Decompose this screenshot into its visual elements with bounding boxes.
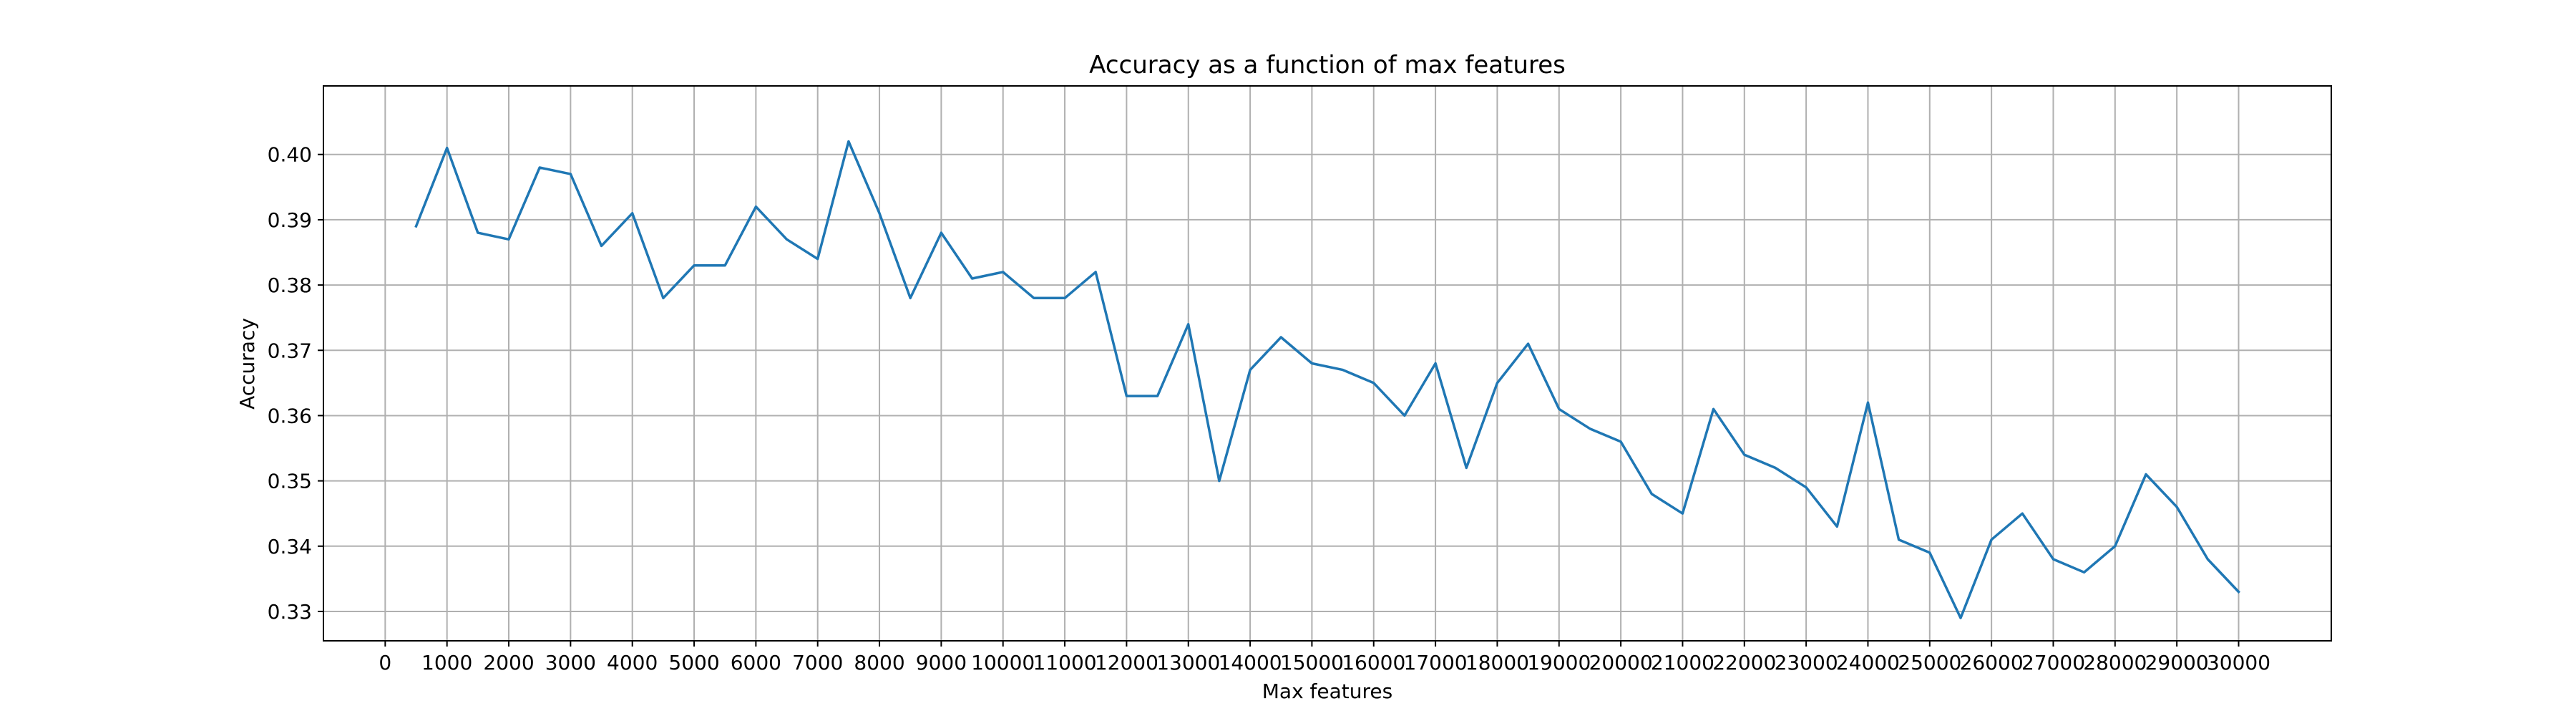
x-tick-label: 26000	[1960, 651, 2024, 674]
x-tick-label: 21000	[1651, 651, 1714, 674]
x-tick-label: 10000	[971, 651, 1035, 674]
x-tick-label: 16000	[1342, 651, 1405, 674]
x-tick-label: 3000	[545, 651, 596, 674]
x-tick-label: 5000	[668, 651, 719, 674]
x-tick-label: 30000	[2207, 651, 2270, 674]
y-tick-label: 0.36	[268, 404, 312, 427]
x-tick-label: 1000	[421, 651, 472, 674]
x-tick-label: 25000	[1898, 651, 1961, 674]
x-tick-label: 12000	[1095, 651, 1158, 674]
x-tick-label: 7000	[792, 651, 843, 674]
x-tick-label: 19000	[1527, 651, 1591, 674]
x-tick-label: 22000	[1712, 651, 1776, 674]
x-tick-label: 9000	[916, 651, 967, 674]
x-tick-label: 18000	[1465, 651, 1529, 674]
y-tick-label: 0.38	[268, 274, 312, 297]
x-tick-label: 23000	[1775, 651, 1838, 674]
series-layer	[414, 140, 2240, 619]
x-axis-title: Max features	[1262, 679, 1392, 703]
y-tick-label: 0.35	[268, 470, 312, 493]
x-tick-label: 17000	[1404, 651, 1468, 674]
x-axis: 0 1000 2000 3000 4000 5000 6000 7000 8000 9000 100…	[379, 641, 2270, 674]
y-tick-label: 0.34	[268, 535, 312, 558]
y-tick-label: 0.33	[268, 600, 312, 624]
x-tick-label: 6000	[731, 651, 781, 674]
x-tick-label: 0	[379, 651, 391, 674]
x-tick-label: 28000	[2083, 651, 2147, 674]
plot-area-frame	[323, 85, 2332, 642]
chart-title: Accuracy as a function of max features	[1089, 51, 1566, 79]
x-tick-label: 20000	[1589, 651, 1653, 674]
x-tick-label: 14000	[1219, 651, 1282, 674]
y-tick-label: 0.39	[268, 208, 312, 232]
y-axis: 0.33 0.34 0.35 0.36 0.37 0.38 0.39 0.40	[268, 143, 323, 624]
x-tick-label: 15000	[1280, 651, 1344, 674]
x-tick-label: 11000	[1033, 651, 1097, 674]
x-tick-label: 4000	[607, 651, 658, 674]
y-tick-label: 0.40	[268, 143, 312, 167]
y-axis-title: Accuracy	[235, 318, 259, 410]
x-tick-label: 24000	[1836, 651, 1900, 674]
x-tick-label: 29000	[2145, 651, 2209, 674]
grid	[323, 86, 2331, 641]
y-tick-label: 0.37	[268, 339, 312, 362]
series-line	[414, 140, 2240, 619]
x-tick-label: 13000	[1156, 651, 1220, 674]
x-tick-label: 27000	[2021, 651, 2085, 674]
x-tick-label: 8000	[854, 651, 904, 674]
x-tick-label: 2000	[483, 651, 534, 674]
